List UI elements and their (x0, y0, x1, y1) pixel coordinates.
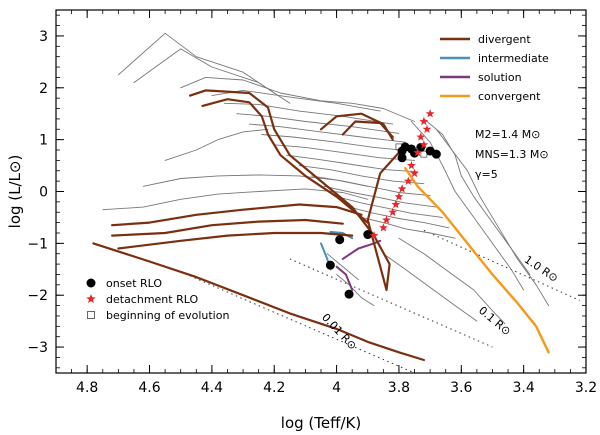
onset-rlo-point-0 (344, 289, 354, 299)
marker-legend-symbol-onset (86, 278, 96, 288)
detachment-rlo-point-11 (391, 199, 401, 209)
detachment-rlo-point-12 (388, 207, 398, 216)
other-track-9 (286, 154, 419, 173)
other-track-13 (336, 196, 444, 218)
legend-label-solution: solution (478, 71, 522, 84)
radius-line-2 (423, 229, 580, 301)
intermediate-track-0 (329, 230, 354, 240)
other-track-18 (435, 128, 550, 307)
detachment-rlo-point-9 (397, 184, 407, 193)
other-track-25 (326, 253, 359, 281)
other-track-12 (323, 185, 437, 208)
x-tick-label-5: 3.8 (388, 380, 410, 396)
onset-rlo-point-2 (335, 235, 345, 245)
detachment-rlo-point-5 (413, 148, 422, 157)
divergent-track-6 (117, 231, 354, 250)
annotation-2: γ=5 (475, 168, 498, 181)
other-track-23 (164, 128, 269, 161)
y-tick-label-2: −1 (27, 236, 48, 252)
other-track-16 (423, 118, 531, 275)
x-tick-label-3: 4.2 (263, 380, 285, 396)
detachment-rlo-point-7 (410, 168, 419, 178)
detachment-rlo-point-0 (425, 109, 435, 118)
marker-legend-label-1: detachment RLO (106, 293, 198, 306)
x-tick-label-7: 3.4 (513, 380, 535, 396)
other-track-6 (248, 123, 406, 143)
annotation-1: MNS=1.3 M⊙ (475, 148, 549, 161)
x-tick-label-2: 4.4 (201, 380, 223, 396)
x-axis-title: log (Teff/K) (281, 414, 361, 432)
x-tick-label-4: 4 (332, 380, 341, 396)
other-track-14 (348, 206, 450, 229)
marker-legend-symbol-detachment (86, 294, 96, 303)
other-track-0 (117, 32, 275, 94)
radius-label-1: 0.1 R⊙ (476, 304, 513, 338)
detachment-rlo-point-6 (407, 161, 416, 170)
radius-line-0 (180, 271, 415, 373)
detachment-rlo-point-3 (416, 132, 426, 141)
detachment-rlo-point-1 (419, 116, 429, 126)
onset-rlo-point-1 (325, 260, 335, 270)
marker-legend: onset RLO detachment RLO beginning of evol… (86, 277, 229, 322)
detachment-rlo-point-2 (422, 124, 432, 133)
detachment-rlo-point-8 (403, 176, 413, 185)
other-track-4 (223, 102, 394, 125)
onset-rlo-point-3 (363, 230, 373, 240)
annotation-0: M2=1.4 M⊙ (475, 128, 540, 141)
divergent-track-3 (341, 120, 394, 139)
x-tick-label-1: 4.6 (138, 380, 160, 396)
other-track-15 (361, 216, 456, 239)
other-track-24 (336, 274, 375, 307)
y-tick-label-1: −2 (27, 288, 48, 304)
other-track-5 (236, 113, 400, 134)
convergent-track-0 (404, 167, 550, 354)
divergent-track-4 (111, 203, 363, 227)
detachment-rlo-point-14 (379, 223, 388, 232)
x-tick-label-0: 4.8 (76, 380, 98, 396)
onset-rlo-point-10 (397, 153, 407, 163)
onset-rlo-point-9 (431, 149, 441, 159)
other-track-19 (398, 237, 506, 325)
detachment-rlo-point-13 (382, 215, 391, 224)
other-track-20 (382, 253, 478, 322)
y-tick-label-6: 3 (39, 29, 48, 45)
solution-track-1 (335, 265, 354, 291)
x-tick-label-6: 3.6 (450, 380, 472, 396)
other-track-2 (180, 76, 415, 122)
marker-legend-label-0: onset RLO (106, 277, 162, 290)
other-track-10 (298, 165, 425, 185)
marker-legend-label-2: beginning of evolution (106, 309, 229, 322)
parameter-annotations: M2=1.4 M⊙ MNS=1.3 M⊙ γ=5 (475, 128, 549, 181)
x-tick-label-8: 3.2 (575, 380, 597, 396)
y-axis-title: log (L/L⊙) (6, 155, 24, 229)
y-tick-label-5: 2 (39, 81, 48, 97)
other-track-22 (142, 174, 369, 187)
divergent-track-5 (111, 218, 344, 237)
other-track-21 (102, 188, 369, 211)
y-tick-label-4: 1 (39, 133, 48, 149)
series-legend: divergent intermediate solution convergent (440, 33, 549, 103)
other-track-8 (273, 144, 415, 161)
radius-label-0: 0.01 R⊙ (319, 311, 359, 353)
legend-label-divergent: divergent (478, 33, 531, 46)
radius-label-2: 1.0 R⊙ (522, 253, 561, 285)
radius-line-1 (289, 258, 493, 348)
other-track-1 (133, 48, 291, 104)
other-track-7 (261, 134, 412, 152)
divergent-track-7 (92, 242, 425, 362)
detachment-rlo-point-10 (394, 192, 404, 201)
plot-area (92, 32, 580, 373)
divergent-track-1 (201, 98, 369, 224)
y-tick-label-0: −3 (27, 340, 48, 356)
divergent-track-2 (319, 112, 394, 141)
detachment-rlo-point-15 (369, 231, 379, 240)
detachment-rlo-point-4 (419, 140, 429, 149)
legend-label-convergent: convergent (478, 90, 541, 103)
other-track-17 (410, 121, 525, 291)
y-tick-label-3: 0 (39, 185, 48, 201)
marker-legend-symbol-beginning (87, 311, 95, 319)
legend-label-intermediate: intermediate (478, 52, 549, 65)
